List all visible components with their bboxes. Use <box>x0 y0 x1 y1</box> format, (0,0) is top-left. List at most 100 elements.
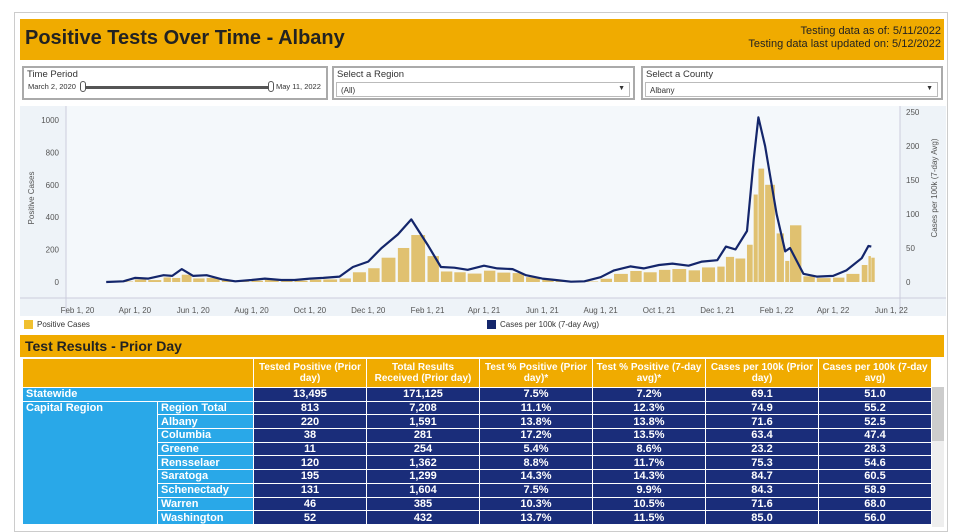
col-pct-positive-day[interactable]: Test % Positive (Prior day)* <box>480 359 593 388</box>
county-label[interactable]: Greene <box>158 442 254 456</box>
bar-positive-cases[interactable] <box>484 271 495 282</box>
col-tested-positive[interactable]: Tested Positive (Prior day) <box>254 359 367 388</box>
y-tick-label: 1000 <box>41 116 59 125</box>
bar-positive-cases[interactable] <box>726 257 734 282</box>
table-cell: 13,495 <box>254 388 367 402</box>
legend-positive-cases[interactable]: Positive Cases <box>24 320 90 329</box>
table-cell: 14.3% <box>593 470 706 484</box>
col-total-results[interactable]: Total Results Received (Prior day) <box>367 359 480 388</box>
county-label[interactable]: Rensselaer <box>158 456 254 470</box>
county-label[interactable]: Albany <box>158 415 254 429</box>
table-cell: 68.0 <box>819 497 932 511</box>
slider-end-handle[interactable] <box>268 81 274 92</box>
scrollbar-thumb[interactable] <box>932 387 944 441</box>
bar-positive-cases[interactable] <box>758 169 764 282</box>
bar-positive-cases[interactable] <box>340 278 351 282</box>
county-value: Albany <box>650 86 674 95</box>
bar-positive-cases[interactable] <box>871 258 874 282</box>
x-tick-label: Oct 1, 21 <box>643 306 676 315</box>
bar-positive-cases[interactable] <box>148 280 161 282</box>
x-tick-label: Feb 1, 20 <box>61 306 95 315</box>
county-select[interactable]: Albany▼ <box>645 82 938 97</box>
bar-positive-cases[interactable] <box>323 279 337 282</box>
table-cell: 7.5% <box>480 388 593 402</box>
region-select[interactable]: (All)▼ <box>336 82 630 97</box>
bar-positive-cases[interactable] <box>672 269 686 282</box>
bar-positive-cases[interactable] <box>717 267 724 282</box>
bar-positive-cases[interactable] <box>846 274 859 282</box>
header-bar: Positive Tests Over Time - Albany Testin… <box>20 19 944 60</box>
table-cell: 58.9 <box>819 483 932 497</box>
col-cases-100k-day[interactable]: Cases per 100k (Prior day) <box>706 359 819 388</box>
county-label[interactable]: Schenectady <box>158 483 254 497</box>
legend-label: Cases per 100k (7-day Avg) <box>500 320 599 329</box>
bar-positive-cases[interactable] <box>817 278 831 282</box>
bar-positive-cases[interactable] <box>702 267 715 282</box>
row-label[interactable]: Statewide <box>23 388 254 402</box>
bar-positive-cases[interactable] <box>754 195 758 282</box>
bar-positive-cases[interactable] <box>862 265 868 282</box>
table-cell: 71.6 <box>706 497 819 511</box>
bar-positive-cases[interactable] <box>497 273 510 282</box>
bar-positive-cases[interactable] <box>614 274 628 282</box>
bar-positive-cases[interactable] <box>659 270 670 282</box>
page-title: Positive Tests Over Time - Albany <box>25 27 345 50</box>
bar-positive-cases[interactable] <box>310 280 321 282</box>
bar-positive-cases[interactable] <box>382 258 396 282</box>
testing-data-updated: Testing data last updated on: 5/12/2022 <box>748 38 941 51</box>
table-cell: 13.5% <box>593 429 706 443</box>
table-cell: 52.5 <box>819 415 932 429</box>
region-label[interactable]: Capital Region <box>23 401 158 524</box>
bar-positive-cases[interactable] <box>747 245 753 282</box>
bar-positive-cases[interactable] <box>735 259 745 282</box>
table-cell: 84.7 <box>706 470 819 484</box>
table-cell: 56.0 <box>819 511 932 525</box>
bar-positive-cases[interactable] <box>601 279 612 282</box>
bar-positive-cases[interactable] <box>468 274 482 282</box>
bar-positive-cases[interactable] <box>803 276 814 282</box>
bar-positive-cases[interactable] <box>689 270 700 282</box>
col-cases-100k-7day[interactable]: Cases per 100k (7-day avg) <box>819 359 932 388</box>
table-cell: 254 <box>367 442 480 456</box>
bar-positive-cases[interactable] <box>164 277 171 282</box>
slider-start-handle[interactable] <box>80 81 86 92</box>
y2-tick-label: 100 <box>906 210 920 219</box>
table-cell: 63.4 <box>706 429 819 443</box>
col-pct-positive-7day[interactable]: Test % Positive (7-day avg)* <box>593 359 706 388</box>
county-label[interactable]: Region Total <box>158 401 254 415</box>
table-cell: 71.6 <box>706 415 819 429</box>
bar-positive-cases[interactable] <box>411 235 425 282</box>
bar-positive-cases[interactable] <box>193 278 204 282</box>
table-cell: 5.4% <box>480 442 593 456</box>
y-tick-label: 800 <box>46 148 60 157</box>
bar-positive-cases[interactable] <box>368 268 379 282</box>
bar-positive-cases[interactable] <box>441 271 452 282</box>
bar-positive-cases[interactable] <box>454 272 465 282</box>
table-cell: 74.9 <box>706 401 819 415</box>
bar-positive-cases[interactable] <box>644 272 657 282</box>
bar-positive-cases[interactable] <box>398 248 409 282</box>
bar-positive-cases[interactable] <box>630 271 641 282</box>
bar-positive-cases[interactable] <box>172 278 180 282</box>
bar-positive-cases[interactable] <box>785 261 789 282</box>
county-label[interactable]: Saratoga <box>158 470 254 484</box>
county-label[interactable]: Warren <box>158 497 254 511</box>
bar-positive-cases[interactable] <box>833 278 844 282</box>
time-slider-track[interactable] <box>82 86 272 89</box>
county-label[interactable]: Columbia <box>158 429 254 443</box>
dropdown-arrow-icon: ▼ <box>618 85 625 92</box>
bar-positive-cases[interactable] <box>353 272 366 282</box>
table-cell: 281 <box>367 429 480 443</box>
bar-positive-cases[interactable] <box>182 275 192 282</box>
bar-positive-cases[interactable] <box>868 256 870 282</box>
county-label[interactable]: Washington <box>158 511 254 525</box>
table-cell: 69.1 <box>706 388 819 402</box>
bar-positive-cases[interactable] <box>135 280 146 282</box>
legend-cases-per-100k[interactable]: Cases per 100k (7-day Avg) <box>487 320 599 329</box>
y-tick-label: 0 <box>55 278 60 287</box>
